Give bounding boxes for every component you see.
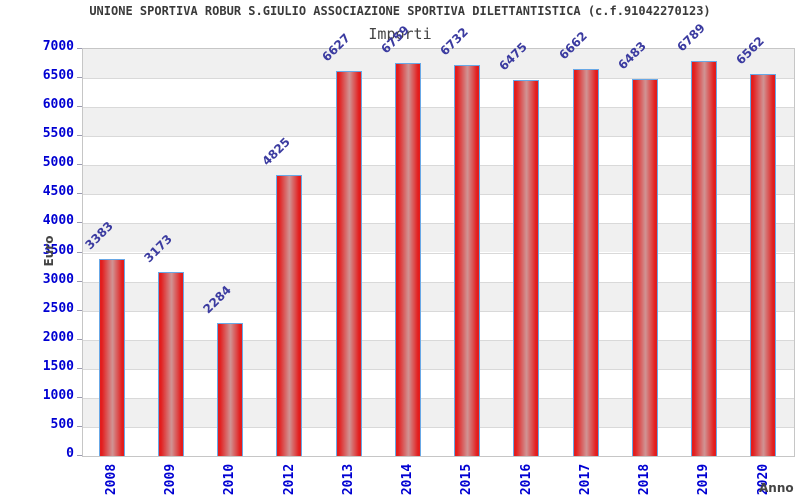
y-tick-mark — [77, 338, 82, 340]
y-tick-label: 6000 — [42, 97, 74, 113]
y-tick-mark — [77, 280, 82, 282]
gridline — [83, 223, 794, 225]
x-tick-label: 2014 — [388, 458, 428, 500]
y-tick-label: 0 — [66, 446, 74, 461]
plot-band — [83, 194, 794, 224]
y-tick-label: 1500 — [42, 358, 74, 374]
x-tick-label-text: 2019 — [696, 463, 712, 495]
y-tick-label: 5000 — [42, 155, 74, 171]
x-tick-label-text: 2009 — [163, 463, 179, 495]
x-tick-label: 2013 — [329, 458, 369, 500]
bar-2012 — [276, 175, 303, 456]
x-tick-label-text: 2010 — [222, 463, 238, 495]
gridline — [83, 107, 794, 109]
gridline — [83, 397, 794, 399]
bar-2014 — [394, 63, 421, 456]
plot-band — [83, 107, 794, 137]
y-tick-label: 5500 — [42, 126, 74, 142]
y-tick-mark — [77, 222, 82, 224]
x-tick-label: 2015 — [447, 458, 487, 500]
plot-band — [83, 368, 794, 398]
plot-area — [82, 48, 795, 457]
gridline — [83, 339, 794, 341]
x-tick-label: 2010 — [210, 458, 250, 500]
plot-band — [83, 426, 794, 456]
bar-2017 — [572, 68, 599, 456]
y-tick-mark — [77, 367, 82, 369]
plot-band — [83, 78, 794, 108]
bar-2008 — [98, 259, 125, 456]
plot-band — [83, 223, 794, 253]
x-tick-label: 2019 — [684, 458, 724, 500]
y-tick-label: 2000 — [42, 329, 74, 345]
y-tick-mark — [77, 309, 82, 311]
y-axis-title: Euro — [42, 235, 56, 267]
y-tick-mark — [77, 135, 82, 137]
y-tick-mark — [77, 455, 82, 456]
bar-2009 — [157, 271, 184, 456]
gridline — [83, 310, 794, 312]
plot-band — [83, 252, 794, 282]
x-tick-label-text: 2015 — [459, 463, 475, 495]
x-tick-label-text: 2013 — [341, 463, 357, 495]
bar-2020 — [750, 74, 777, 456]
gridline — [83, 165, 794, 167]
y-tick-label: 6500 — [42, 68, 74, 84]
x-tick-label: 2016 — [506, 458, 546, 500]
chart-main-title: UNIONE SPORTIVA ROBUR S.GIULIO ASSOCIAZI… — [89, 4, 711, 18]
plot-band — [83, 136, 794, 166]
x-tick-label-text: 2016 — [518, 463, 534, 495]
plot-band — [83, 397, 794, 427]
y-tick-label: 3000 — [42, 271, 74, 287]
plot-band — [83, 339, 794, 369]
bar-2019 — [691, 61, 718, 456]
x-tick-label: 2018 — [625, 458, 665, 500]
x-axis-title: Anno — [759, 481, 794, 495]
x-tick-label: 2008 — [92, 458, 132, 500]
bar-2016 — [513, 79, 540, 456]
y-tick-mark — [77, 164, 82, 166]
y-tick-label: 3500 — [42, 242, 74, 258]
x-tick-label: 2009 — [151, 458, 191, 500]
y-tick-label: 500 — [50, 416, 74, 432]
gridline — [83, 136, 794, 138]
y-tick-mark — [77, 77, 82, 79]
y-tick-mark — [77, 48, 82, 49]
gridline — [83, 426, 794, 428]
y-tick-label: 7000 — [42, 39, 74, 54]
gridline — [83, 252, 794, 254]
y-tick-mark — [77, 396, 82, 398]
x-tick-label: 2017 — [566, 458, 606, 500]
x-tick-label-text: 2017 — [578, 463, 594, 495]
gridline — [83, 368, 794, 370]
y-tick-mark — [77, 193, 82, 195]
x-tick-label-text: 2014 — [400, 463, 416, 495]
y-tick-label: 1000 — [42, 387, 74, 403]
bar-2010 — [217, 323, 244, 456]
gridline — [83, 281, 794, 283]
x-tick-label-text: 2008 — [104, 463, 120, 495]
x-tick-label-text: 2012 — [281, 463, 297, 495]
plot-band — [83, 49, 794, 79]
plot-band — [83, 281, 794, 311]
x-tick-label-text: 2018 — [637, 463, 653, 495]
y-tick-label: 4000 — [42, 213, 74, 229]
gridline — [83, 78, 794, 80]
y-tick-mark — [77, 251, 82, 253]
bar-2018 — [631, 79, 658, 456]
plot-band — [83, 165, 794, 195]
y-tick-mark — [77, 425, 82, 427]
x-tick-label: 2012 — [269, 458, 309, 500]
bar-2013 — [335, 70, 362, 456]
plot-band — [83, 310, 794, 340]
gridline — [83, 194, 794, 196]
chart-subtitle: Importi — [368, 25, 432, 43]
y-tick-label: 2500 — [42, 300, 74, 316]
bar-2015 — [454, 64, 481, 456]
y-tick-mark — [77, 106, 82, 108]
y-tick-label: 4500 — [42, 184, 74, 200]
